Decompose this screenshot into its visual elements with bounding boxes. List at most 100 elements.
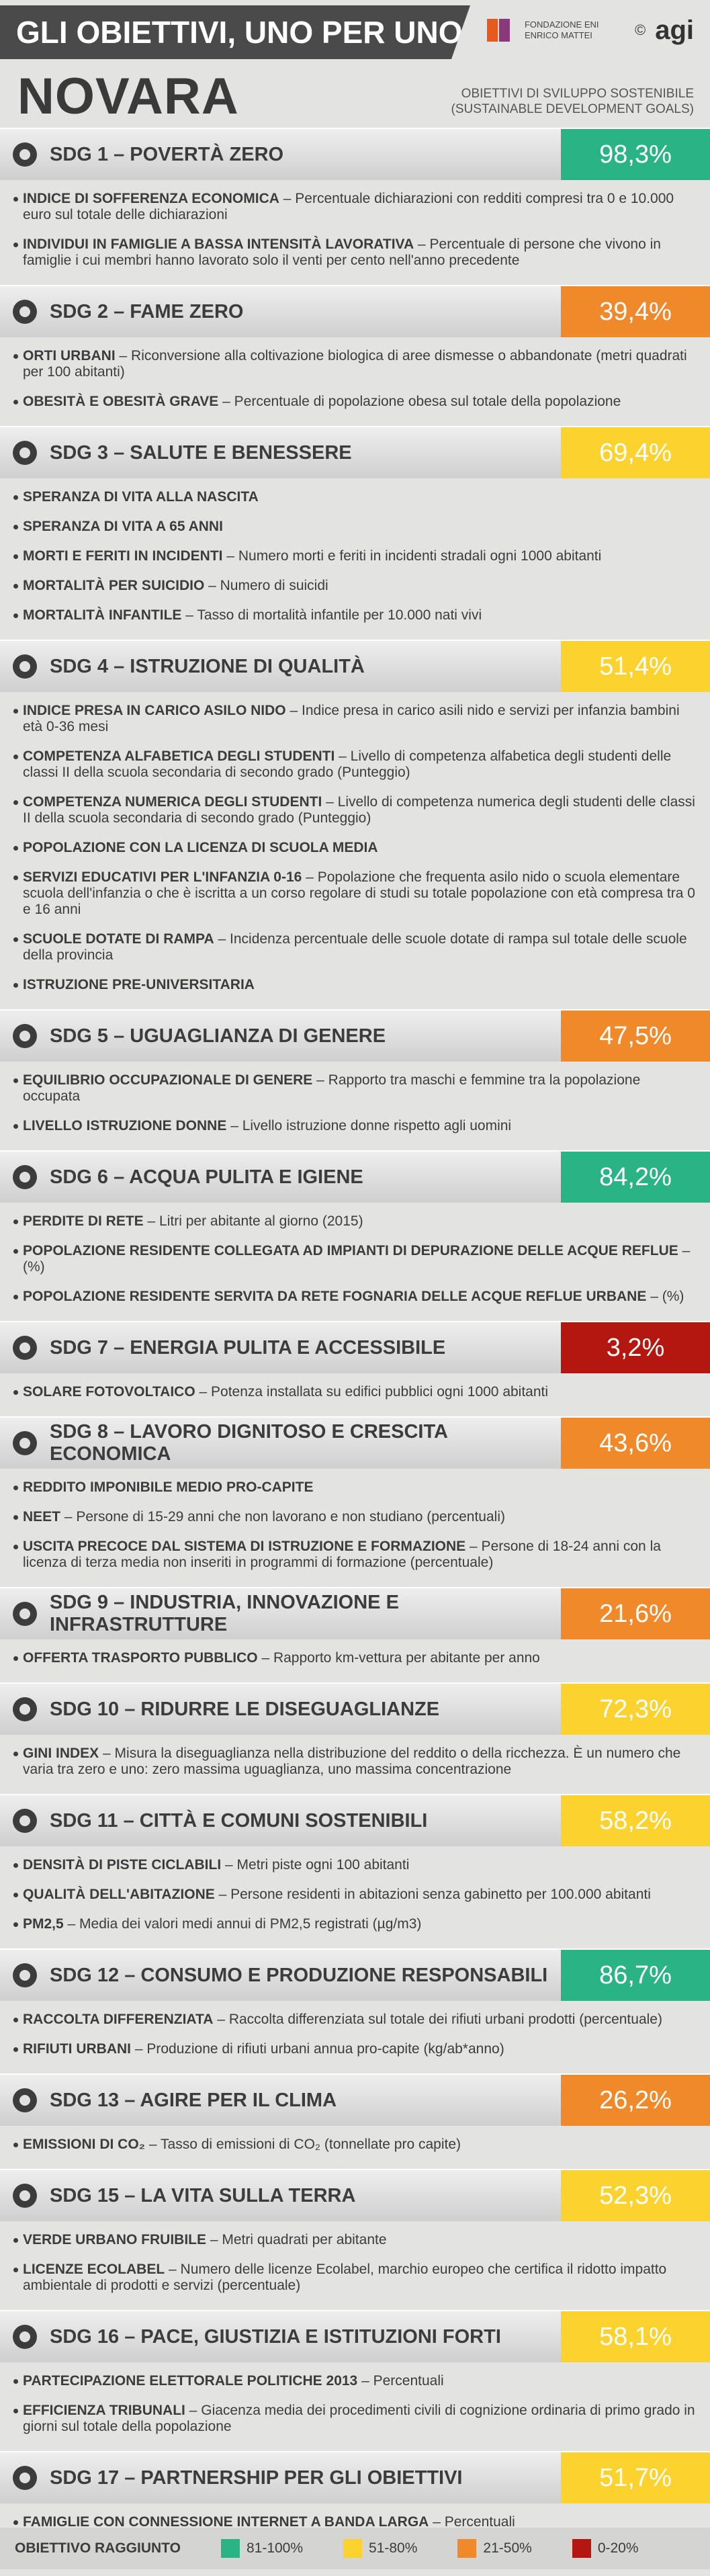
indicator: RIFIUTI URBANI – Produzione di rifiuti u… xyxy=(13,2041,695,2057)
goal-title: SDG 15 – LA VITA SULLA TERRA xyxy=(50,2184,356,2206)
goal-title: SDG 13 – AGIRE PER IL CLIMA xyxy=(50,2089,337,2111)
indicator-desc: – Persone residenti in abitazioni senza … xyxy=(218,1887,651,1902)
indicator: EMISSIONI DI CO₂ – Tasso di emissioni di… xyxy=(13,2137,695,2153)
bullet xyxy=(13,354,18,359)
indicator-desc: – Produzione di rifiuti urbani annua pro… xyxy=(134,2041,504,2057)
indicator-list: INDICE PRESA IN CARICO ASILO NIDO – Indi… xyxy=(0,692,710,1009)
goal-header: SDG 17 – PARTNERSHIP PER GLI OBIETTIVI 51… xyxy=(0,2451,710,2503)
goal: SDG 1 – POVERTÀ ZERO 98,3% INDICE DI SOFFE… xyxy=(0,128,710,285)
bullet xyxy=(13,1295,18,1299)
goal-header: SDG 7 – ENERGIA PULITA E ACCESSIBILE 3,2% xyxy=(0,1321,710,1373)
indicator-desc: – Livello di competenza alfabetica degli… xyxy=(23,748,672,780)
indicator: ORTI URBANI – Riconversione alla coltiva… xyxy=(13,348,695,380)
goal-icon xyxy=(13,1431,37,1455)
indicator-term: PERDITE DI RETE xyxy=(23,1213,144,1229)
goal: SDG 12 – CONSUMO E PRODUZIONE RESPONSABI… xyxy=(0,1948,710,2073)
indicator-term: EFFICIENZA TRIBUNALI xyxy=(23,2403,185,2418)
indicator-term: VERDE URBANO FRUIBILE xyxy=(23,2232,207,2247)
legend-item: 81-100% xyxy=(220,2539,303,2558)
indicator-desc: – Indice presa in carico asili nido e se… xyxy=(23,703,680,734)
goal: SDG 13 – AGIRE PER IL CLIMA 26,2% EMISSION… xyxy=(0,2073,710,2169)
bullet xyxy=(13,1249,18,1254)
indicator-desc: – Incidenza percentuale delle scuole dot… xyxy=(23,931,687,963)
goal-header: SDG 9 – INDUSTRIA, INNOVAZIONE E INFRAST… xyxy=(0,1587,710,1639)
goal-icon xyxy=(13,1963,37,1987)
indicator: SCUOLE DOTATE DI RAMPA – Incidenza perce… xyxy=(13,931,695,963)
indicator-term: RACCOLTA DIFFERENZIATA xyxy=(23,2012,214,2027)
goal-icon xyxy=(13,654,37,679)
bullet xyxy=(13,2268,18,2272)
goal-title: SDG 3 – SALUTE E BENESSERE xyxy=(50,441,352,464)
goal-icon xyxy=(13,142,37,167)
indicator-term: LICENZE ECOLABEL xyxy=(23,2262,165,2277)
indicator-term: COMPETENZA ALFABETICA DEGLI STUDENTI xyxy=(23,748,335,764)
indicator: POPOLAZIONE RESIDENTE SERVITA DA RETE FO… xyxy=(13,1289,695,1305)
legend: OBIETTIVO RAGGIUNTO 81-100% 51-80% 21-50% 0-… xyxy=(0,2528,710,2569)
goal-header: SDG 11 – CITTÀ E COMUNI SOSTENIBILI 58,2% xyxy=(0,1794,710,1846)
indicator-term: MORTALITÀ INFANTILE xyxy=(23,607,182,623)
goal-icon xyxy=(13,1165,37,1189)
bullet xyxy=(13,243,18,247)
indicator-term: SPERANZA DI VITA A 65 ANNI xyxy=(23,519,223,534)
goal-value: 69,4% xyxy=(561,427,710,478)
indicator-desc: – Tasso di emissioni di CO₂ (tonnellate … xyxy=(148,2137,461,2152)
indicator: VERDE URBANO FRUIBILE – Metri quadrati p… xyxy=(13,2232,695,2248)
goal-title: SDG 7 – ENERGIA PULITA E ACCESSIBILE xyxy=(50,1336,446,1359)
bullet xyxy=(13,2018,18,2022)
indicator-desc: – Numero delle licenze Ecolabel, marchio… xyxy=(23,2262,667,2293)
indicator-desc: – Litri per abitante al giorno (2015) xyxy=(147,1213,363,1229)
goal-title: SDG 11 – CITTÀ E COMUNI SOSTENIBILI xyxy=(50,1809,428,1832)
goal-title: SDG 6 – ACQUA PULITA E IGIENE xyxy=(50,1166,363,1188)
goal-icon xyxy=(13,2088,37,2112)
bullet xyxy=(13,983,18,988)
goal-icon xyxy=(13,1697,37,1721)
goal-title: SDG 10 – RIDURRE LE DISEGUAGLIANZE xyxy=(50,1698,440,1720)
goal-icon xyxy=(13,1336,37,1360)
indicator-term: SPERANZA DI VITA ALLA NASCITA xyxy=(23,489,259,505)
goal-value: 26,2% xyxy=(561,2075,710,2126)
indicator-list: GINI INDEX – Misura la diseguaglianza ne… xyxy=(0,1735,710,1794)
indicator-term: INDICE DI SOFFERENZA ECONOMICA xyxy=(23,191,279,206)
bullet xyxy=(13,1922,18,1927)
header: GLI OBIETTIVI, UNO PER UNO NOVARA FONDAZ… xyxy=(0,0,710,128)
bullet xyxy=(13,400,18,404)
legend-text: 51-80% xyxy=(369,2540,418,2556)
bullet xyxy=(13,1545,18,1549)
indicator-list: EQUILIBRIO OCCUPAZIONALE DI GENERE – Rap… xyxy=(0,1062,710,1150)
goal-title: SDG 12 – CONSUMO E PRODUZIONE RESPONSABI… xyxy=(50,1964,548,1986)
goal-header: SDG 13 – AGIRE PER IL CLIMA 26,2% xyxy=(0,2073,710,2126)
legend-text: 0-20% xyxy=(597,2540,639,2556)
indicator-term: PARTECIPAZIONE ELETTORALE POLITICHE 2013 xyxy=(23,2373,358,2389)
legend-label: OBIETTIVO RAGGIUNTO xyxy=(15,2540,181,2556)
indicator-desc: – Potenza installata su edifici pubblici… xyxy=(199,1384,549,1400)
bullet xyxy=(13,846,18,851)
bullet xyxy=(13,584,18,589)
feem-logo: FONDAZIONE ENI ENRICO MATTEI xyxy=(524,19,599,40)
indicator-term: EQUILIBRIO OCCUPAZIONALE DI GENERE xyxy=(23,1072,313,1088)
indicator-term: ORTI URBANI xyxy=(23,348,116,363)
copyright: © xyxy=(634,22,646,38)
indicator-term: INDICE PRESA IN CARICO ASILO NIDO xyxy=(23,703,286,718)
indicator-desc: – Metri piste ogni 100 abitanti xyxy=(225,1857,410,1873)
indicator-list: DENSITÀ DI PISTE CICLABILI – Metri piste… xyxy=(0,1846,710,1948)
bullet xyxy=(13,2379,18,2384)
indicator-desc: – Misura la diseguaglianza nella distrib… xyxy=(23,1746,681,1777)
legend-swatch xyxy=(572,2539,591,2558)
indicator-list: EMISSIONI DI CO₂ – Tasso di emissioni di… xyxy=(0,2126,710,2169)
indicator: MORTALITÀ PER SUICIDIO – Numero di suici… xyxy=(13,578,695,594)
bullet xyxy=(13,1752,18,1756)
goal-title: SDG 1 – POVERTÀ ZERO xyxy=(50,143,284,165)
bullet xyxy=(13,1078,18,1083)
goal-icon xyxy=(13,1024,37,1048)
indicator-desc: – Tasso di mortalità infantile per 10.00… xyxy=(185,607,482,623)
indicator-term: MORTALITÀ PER SUICIDIO xyxy=(23,578,205,593)
goal-title: SDG 2 – FAME ZERO xyxy=(50,300,244,323)
indicator-desc: – Raccolta differenziata sul totale dei … xyxy=(217,2012,662,2027)
bullet xyxy=(13,875,18,880)
logos: FONDAZIONE ENI ENRICO MATTEI © agi xyxy=(484,15,694,46)
goal-title: SDG 16 – PACE, GIUSTIZIA E ISTITUZIONI F… xyxy=(50,2325,501,2348)
indicator: FAMIGLIE CON CONNESSIONE INTERNET A BAND… xyxy=(13,2514,695,2530)
bullet xyxy=(13,554,18,559)
indicator-term: ISTRUZIONE PRE-UNIVERSITARIA xyxy=(23,977,255,992)
indicator-list: OFFERTA TRASPORTO PUBBLICO – Rapporto km… xyxy=(0,1639,710,1682)
